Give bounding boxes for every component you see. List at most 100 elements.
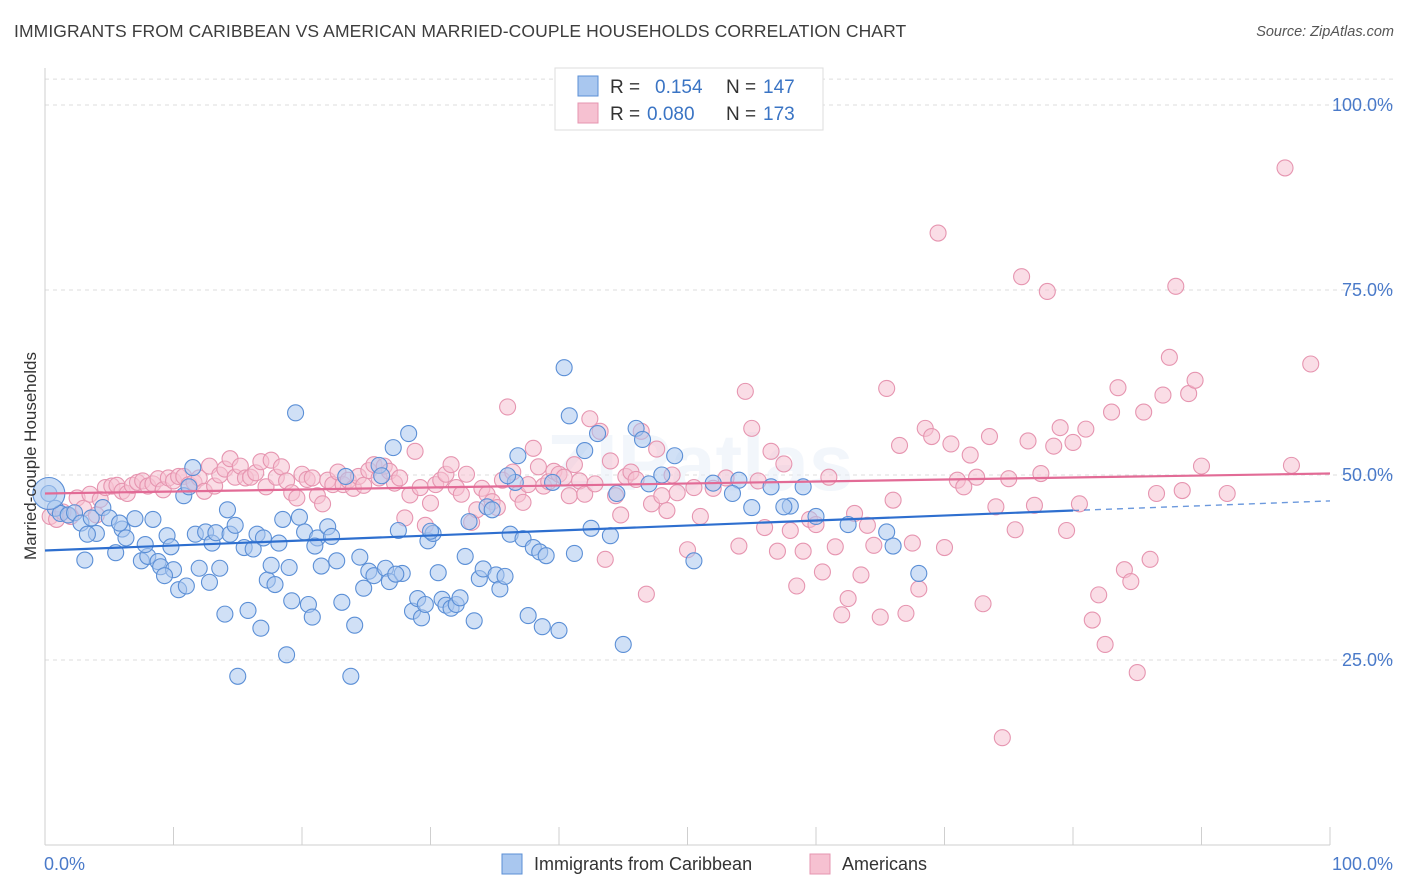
americans-point (612, 506, 630, 524)
americans-point (288, 489, 306, 507)
legend-n-label-americans: N = (726, 104, 756, 125)
legend-box (554, 67, 824, 131)
americans-point (1038, 282, 1056, 301)
americans-point (648, 440, 666, 458)
americans-point (1064, 433, 1082, 451)
americans-point (457, 465, 476, 483)
americans-point (775, 455, 793, 473)
americans-point (833, 606, 851, 624)
caribbean-point (333, 593, 351, 611)
caribbean-point (76, 551, 94, 569)
americans-point (1276, 159, 1294, 177)
caribbean-point (429, 564, 447, 582)
legend-n-value-caribbean: 147 (763, 77, 795, 98)
americans-point (897, 604, 915, 622)
americans-point (910, 580, 928, 598)
americans-point (890, 436, 909, 454)
americans-point (980, 427, 999, 446)
caribbean-point (229, 667, 247, 685)
caribbean-point (496, 567, 514, 585)
x-tick-label-max: 100.0% (1332, 854, 1393, 874)
caribbean-point (685, 552, 703, 570)
caribbean-point (270, 534, 288, 552)
caribbean-point (126, 510, 144, 528)
americans-point (1083, 611, 1101, 629)
caribbean-point (312, 557, 330, 575)
legend-r-label-caribbean: R = (610, 77, 640, 98)
americans-point (1006, 521, 1024, 539)
y-tick-labels: 25.0% 50.0% 75.0% 100.0% (1332, 95, 1393, 670)
americans-point (839, 590, 857, 608)
americans-point (871, 608, 889, 626)
y-tick-label-25: 25.0% (1342, 650, 1393, 670)
americans-point (1077, 420, 1095, 438)
americans-point (1103, 403, 1121, 421)
caribbean-point (226, 516, 244, 534)
americans-point (993, 729, 1011, 747)
caribbean-point (807, 507, 825, 525)
caribbean-point (588, 425, 607, 443)
americans-point (1141, 550, 1159, 568)
americans-point (935, 538, 954, 557)
bottom-legend: Immigrants from Caribbean Americans (501, 853, 927, 875)
legend: R = 0.154 N = 147 R = 0.080 N = 173 (554, 67, 824, 131)
bottom-legend-swatch-caribbean (501, 853, 523, 875)
americans-point (1058, 521, 1076, 540)
caribbean-point (389, 521, 407, 540)
caribbean-point (653, 466, 671, 484)
americans-point (1167, 277, 1185, 295)
americans-point (865, 536, 883, 554)
caribbean-point (306, 537, 324, 555)
americans-point (961, 446, 979, 464)
americans-point (1051, 419, 1069, 437)
americans-point (314, 495, 332, 513)
caribbean-point (499, 467, 517, 485)
legend-n-value-americans: 173 (763, 104, 795, 125)
caribbean-point (287, 404, 305, 422)
caribbean-point (373, 467, 391, 485)
caribbean-point (78, 525, 96, 543)
americans-point (303, 469, 321, 487)
caribbean-point (519, 607, 537, 625)
caribbean-point (82, 509, 100, 527)
caribbean-point (544, 473, 562, 491)
americans-point (768, 542, 787, 560)
caribbean-point (550, 621, 568, 639)
caribbean-point (262, 556, 280, 574)
americans-point (1070, 495, 1088, 513)
caribbean-point (184, 459, 202, 477)
caribbean-point (337, 467, 355, 486)
bottom-legend-swatch-americans (809, 853, 831, 875)
caribbean-point (384, 439, 402, 457)
caribbean-point (266, 575, 284, 594)
legend-swatch-caribbean (577, 75, 599, 97)
americans-point (529, 458, 547, 476)
americans-point (1302, 355, 1320, 373)
americans-point (1173, 481, 1191, 500)
caribbean-point (177, 577, 195, 595)
americans-point (987, 498, 1005, 516)
legend-r-value-caribbean: 0.154 (655, 77, 703, 98)
caribbean-point (252, 619, 270, 637)
source-credit: Source: ZipAtlas.com (1256, 24, 1394, 40)
americans-point (1128, 664, 1146, 682)
americans-point (691, 507, 709, 525)
caribbean-point (190, 559, 208, 577)
caribbean-point (465, 612, 483, 630)
caribbean-point (290, 508, 308, 526)
americans-point (1154, 386, 1172, 404)
caribbean-point (608, 484, 626, 503)
caribbean-point (839, 516, 857, 534)
caribbean-point (280, 558, 298, 577)
caribbean-point (666, 447, 684, 465)
americans-point (794, 542, 812, 560)
americans-point (658, 501, 676, 520)
americans-point (1090, 586, 1108, 604)
americans-point (576, 485, 594, 503)
americans-point (1160, 348, 1178, 366)
caribbean-point (355, 579, 373, 597)
americans-point (736, 382, 754, 400)
legend-r-value-americans: 0.080 (647, 104, 695, 125)
caribbean-point (537, 547, 555, 565)
americans-point (1045, 437, 1063, 455)
